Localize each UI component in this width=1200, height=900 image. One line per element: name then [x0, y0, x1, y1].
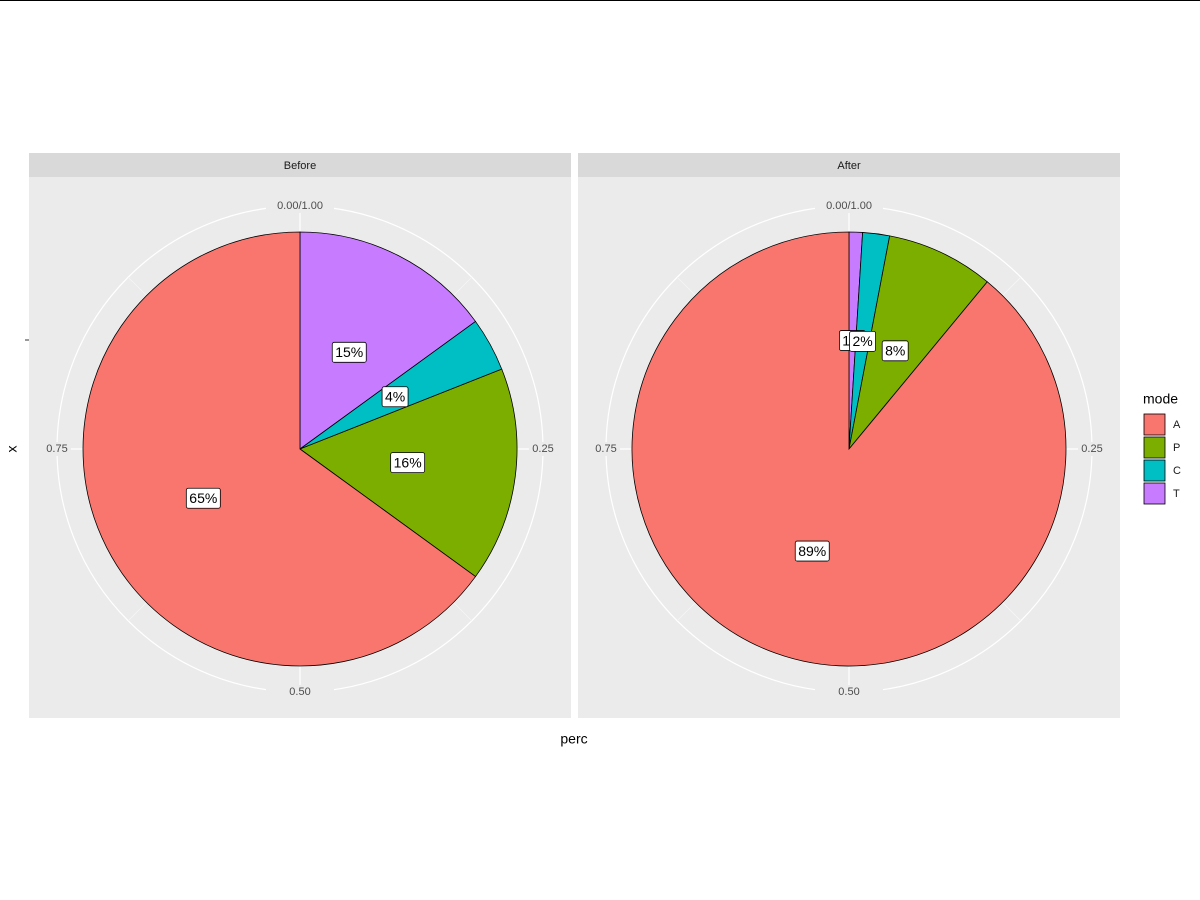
legend-label: P [1173, 442, 1180, 454]
data-label-box [331, 341, 367, 363]
tick-label-bg [43, 442, 71, 456]
minor-grid-line [1002, 276, 1022, 296]
strip [578, 153, 1120, 177]
tick-label-bg [266, 685, 334, 699]
tick-label-bg [815, 199, 883, 213]
tick-label-bg [1078, 442, 1106, 456]
x-tick-label: 0.00/1.00 [826, 200, 872, 212]
minor-grid-line [127, 276, 147, 296]
data-label: 16% [394, 454, 422, 470]
panel-title: Before [284, 160, 316, 172]
data-label-box [849, 330, 876, 352]
data-label: 65% [189, 490, 217, 506]
legend-title: mode [1143, 391, 1178, 407]
data-label-box [381, 386, 409, 408]
x-tick-label: 0.25 [532, 443, 553, 455]
legend-key [1143, 413, 1166, 436]
data-label: 8% [885, 343, 905, 359]
tick-label-bg [815, 685, 883, 699]
x-tick-label: 0.50 [838, 686, 859, 698]
x-tick-label: 0.50 [289, 686, 310, 698]
tick-label-bg [266, 199, 334, 213]
minor-grid-line [676, 602, 696, 622]
pie-slice [299, 231, 477, 450]
data-label: 15% [335, 344, 363, 360]
pie-slice [82, 231, 477, 667]
data-label-box [794, 540, 830, 562]
panel-title: After [837, 160, 861, 172]
data-label: 89% [798, 543, 826, 559]
minor-grid-line [1002, 602, 1022, 622]
data-label: 2% [852, 333, 872, 349]
pie-slice [631, 231, 1067, 667]
legend-key [1143, 436, 1166, 459]
legend-label: T [1173, 488, 1180, 500]
minor-grid-line [453, 276, 473, 296]
strip [29, 153, 571, 177]
pie-slice [848, 235, 988, 450]
x-axis-label: perc [560, 731, 587, 747]
x-tick-label: 0.25 [1081, 443, 1102, 455]
legend-label: A [1173, 419, 1181, 431]
legend-key [1143, 459, 1166, 482]
data-label-box [390, 452, 426, 473]
tick-label-bg [592, 442, 620, 456]
minor-grid-line [676, 276, 696, 296]
minor-grid-line [127, 602, 147, 622]
data-label-box [881, 340, 909, 362]
x-tick-label: 0.75 [46, 443, 67, 455]
legend-label: C [1173, 465, 1181, 477]
y-axis-label: x [4, 446, 20, 453]
data-label-box [185, 487, 221, 509]
legend-key [1143, 482, 1166, 505]
minor-grid-line [453, 602, 473, 622]
x-tick-label: 0.00/1.00 [277, 200, 323, 212]
data-label: 4% [385, 388, 405, 404]
x-tick-label: 0.75 [595, 443, 616, 455]
tick-label-bg [529, 442, 557, 456]
